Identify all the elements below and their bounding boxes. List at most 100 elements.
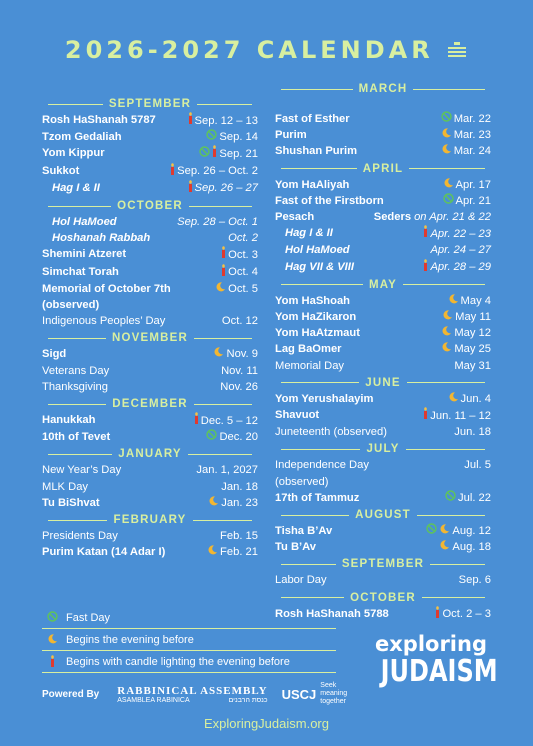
moon-icon: [442, 309, 453, 325]
holiday-date: Oct. 5: [228, 282, 258, 295]
holiday-date: Apr. 21: [455, 194, 491, 207]
holiday-date: Mar. 24: [453, 145, 491, 158]
fast-icon: [440, 111, 452, 127]
holiday-date-group: Feb. 15: [220, 528, 258, 544]
holiday-date: May 11: [455, 311, 491, 324]
candle-icon: [42, 654, 62, 670]
holiday-name: New Year’s Day: [42, 464, 122, 477]
holiday-name: Presidents Day: [42, 530, 118, 543]
title-icon: [448, 42, 467, 57]
ra-spanish: Asamblea Rabinica: [117, 696, 190, 704]
holiday-date-group: Nov. 9: [213, 346, 258, 362]
candle-icon: [423, 258, 428, 276]
holiday-row: 17th of Tammuz Jul. 22: [275, 490, 491, 506]
right-column: MARCH Fast of Esther Mar. 22 Purim Mar. 23 Sh…: [275, 80, 491, 623]
holiday-date-group: Sep. 21: [199, 145, 258, 162]
holiday-name: Veterans Day: [42, 364, 110, 377]
fast-icon: [42, 611, 62, 625]
month-name: JUNE: [365, 376, 401, 389]
holiday-name: Indigenous Peoples’ Day: [42, 315, 166, 328]
holiday-date-group: Feb. 21: [207, 544, 258, 560]
holiday-name: Memorial Day: [275, 359, 345, 372]
legend-item: Begins the evening before: [42, 630, 336, 651]
moon-icon: [213, 346, 224, 362]
holiday-row: Thanksgiving Nov. 26: [42, 379, 258, 395]
month-header: MARCH: [275, 81, 491, 97]
holiday-row: Tzom Gedaliah Sep. 14: [42, 129, 258, 145]
legend-item: Fast Day: [42, 608, 336, 629]
month-header: SEPTEMBER: [275, 556, 491, 572]
holiday-row: Yom Kippur Sep. 21: [42, 145, 258, 162]
holiday-name: Shemini Atzeret: [42, 248, 127, 261]
holiday-row: Purim Mar. 23: [275, 127, 491, 143]
legend-label: Begins with candle lighting the evening …: [66, 656, 290, 668]
month-name: APRIL: [362, 162, 404, 175]
holiday-date: Sep. 28 – Oct. 1: [177, 216, 258, 229]
holiday-date-group: May 11: [442, 309, 491, 325]
holiday-date-group: Mar. 23: [441, 127, 491, 143]
holiday-row: Yom HaAtzmaut May 12: [275, 325, 491, 341]
holiday-name: Independence Day (observed): [275, 459, 369, 488]
moon-icon: [441, 143, 452, 159]
holiday-row: Yom HaZikaron May 11: [275, 309, 491, 325]
fast-icon: [442, 193, 454, 209]
moon-icon: [207, 544, 218, 560]
holiday-date: Oct. 2 – 3: [442, 608, 491, 621]
holiday-date: Jan. 18: [221, 480, 258, 493]
holiday-date-group: Jan. 18: [221, 479, 258, 495]
holiday-row: Purim Katan (14 Adar I) Feb. 21: [42, 544, 258, 560]
title-text: 2026-2027 CALENDAR: [64, 36, 434, 64]
holiday-name: 10th of Tevet: [42, 431, 111, 444]
holiday-name: Rosh HaShanah 5787: [42, 114, 156, 126]
moon-icon: [439, 523, 450, 539]
moon-icon: [441, 341, 452, 357]
legend-label: Fast Day: [66, 612, 111, 624]
month-header: APRIL: [275, 161, 491, 177]
candle-icon: [435, 605, 440, 623]
holiday-date: Sep. 21: [219, 147, 258, 160]
holiday-row: Memorial Day May 31: [275, 358, 491, 374]
holiday-row: Presidents Day Feb. 15: [42, 528, 258, 544]
holiday-date-group: Jun. 4: [448, 391, 491, 407]
month-header: MAY: [275, 277, 491, 293]
holiday-date: Sep. 12 – 13: [194, 114, 258, 127]
holiday-date: Jun. 18: [454, 426, 491, 439]
holiday-date-group: Apr. 22 – 23: [423, 225, 491, 242]
month-name: MAY: [368, 278, 398, 291]
logo-top: exploring: [375, 632, 487, 656]
holiday-name: Simchat Torah: [42, 265, 119, 278]
holiday-name: Yom Kippur: [42, 147, 105, 160]
month-name: OCTOBER: [350, 591, 416, 604]
holiday-date-group: Oct. 4: [221, 263, 258, 281]
holiday-date-group: Oct. 2: [228, 230, 258, 246]
holiday-date-group: May 25: [441, 341, 491, 357]
holiday-row: Fast of the Firstborn Apr. 21: [275, 193, 491, 209]
holiday-row: Hag I & II Sep. 26 – 27: [42, 180, 258, 197]
fast-icon: [445, 490, 456, 506]
holiday-row: Simchat Torah Oct. 4: [42, 263, 258, 281]
holiday-date-group: Nov. 26: [220, 379, 258, 395]
month-name: AUGUST: [355, 509, 411, 522]
left-column: SEPTEMBER Rosh HaShanah 5787 Sep. 12 – 13 T…: [42, 95, 258, 560]
holiday-name: Fast of the Firstborn: [275, 194, 384, 207]
holiday-date-group: Mar. 22: [440, 111, 491, 127]
month-header: JANUARY: [42, 446, 258, 462]
holiday-row: Rosh HaShanah 5787 Sep. 12 – 13: [42, 112, 258, 129]
month-name: OCTOBER: [117, 200, 183, 213]
holiday-date: May 31: [454, 359, 491, 372]
month-name: SEPTEMBER: [341, 558, 425, 571]
holiday-row: Shushan Purim Mar. 24: [275, 143, 491, 159]
candle-icon: [221, 246, 226, 263]
holiday-date-group: May 12: [441, 325, 491, 341]
ra-logo: Rabbinical Assembly Asamblea Rabinica כנס…: [117, 685, 267, 704]
holiday-name: Juneteenth (observed): [275, 426, 387, 439]
powered-by: Powered By: [42, 688, 100, 700]
holiday-date-group: Oct. 5: [215, 281, 258, 297]
holiday-date: May 4: [460, 294, 491, 307]
holiday-name: Memorial of October 7th (observed): [42, 282, 171, 312]
holiday-date: Sep. 14: [219, 131, 258, 144]
holiday-date: Apr. 28 – 29: [430, 261, 491, 274]
holiday-date: Sep. 6: [458, 574, 491, 587]
month-header: SEPTEMBER: [42, 96, 258, 112]
holiday-date: Sep. 26 – 27: [194, 182, 258, 195]
